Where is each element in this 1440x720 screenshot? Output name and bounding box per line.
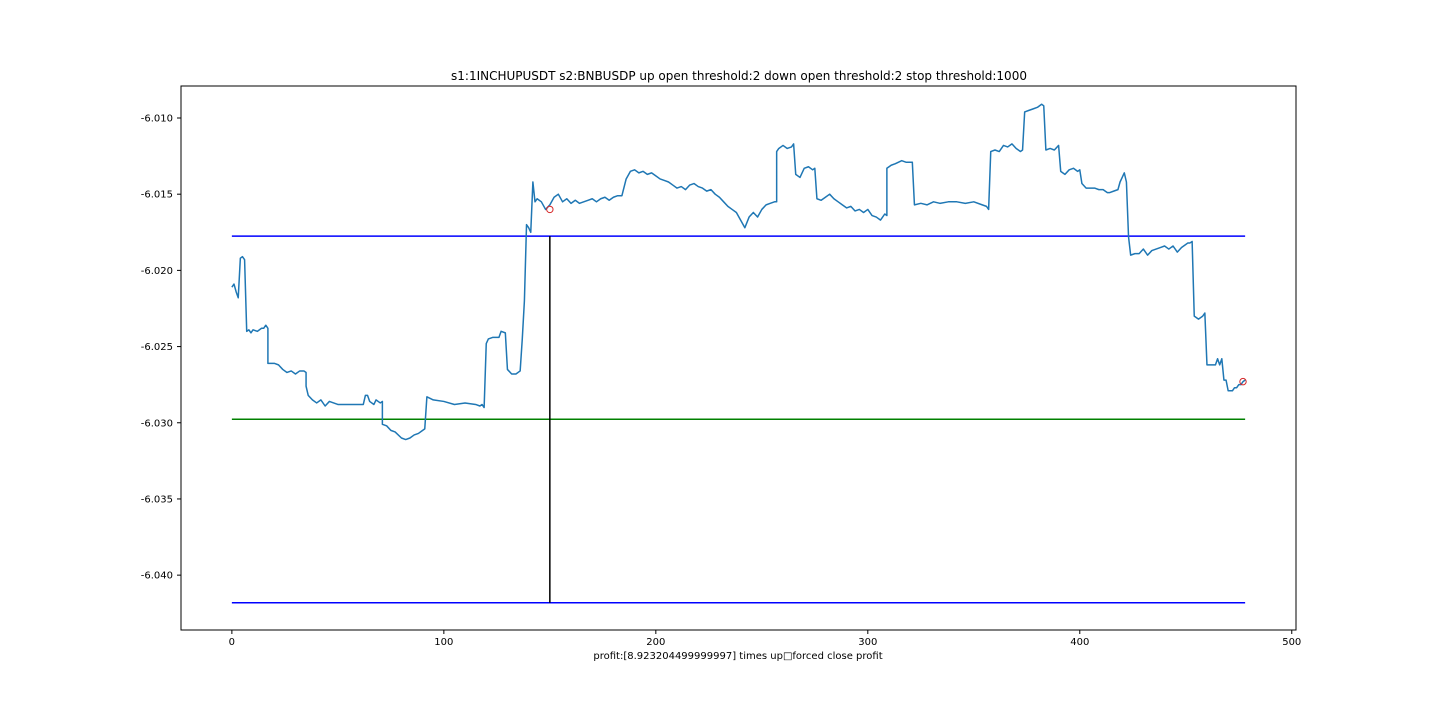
y-tick-label: -6.020 [141,266,173,277]
chart-title: s1:1INCHUPUSDT s2:BNBUSDP up open thresh… [451,69,1027,83]
x-tick-label: 200 [646,637,665,648]
y-tick-label: -6.015 [141,190,173,201]
y-tick-label: -6.035 [141,494,173,505]
x-axis: 0 100 200 300 400 500 [229,630,1301,648]
y-tick-label: -6.030 [141,418,173,429]
x-tick-label: 500 [1282,637,1301,648]
x-tick-label: 0 [229,637,235,648]
y-axis: -6.040 -6.035 -6.030 -6.025 -6.020 -6.015 -6.0… [141,114,181,582]
x-tick-label: 400 [1070,637,1089,648]
x-tick-label: 300 [858,637,877,648]
plot-area [231,103,1247,604]
x-axis-label: profit:[8.923204499999997] times up□forc… [593,651,882,662]
y-tick-label: -6.010 [141,114,173,125]
marker-point-1 [1239,377,1247,386]
y-tick-label: -6.025 [141,342,173,353]
y-tick-label: -6.040 [141,571,173,582]
axes-frame [180,85,1297,631]
x-tick-label: 100 [434,637,453,648]
marker-point-0 [546,205,554,214]
series-line-0 [231,103,1246,441]
